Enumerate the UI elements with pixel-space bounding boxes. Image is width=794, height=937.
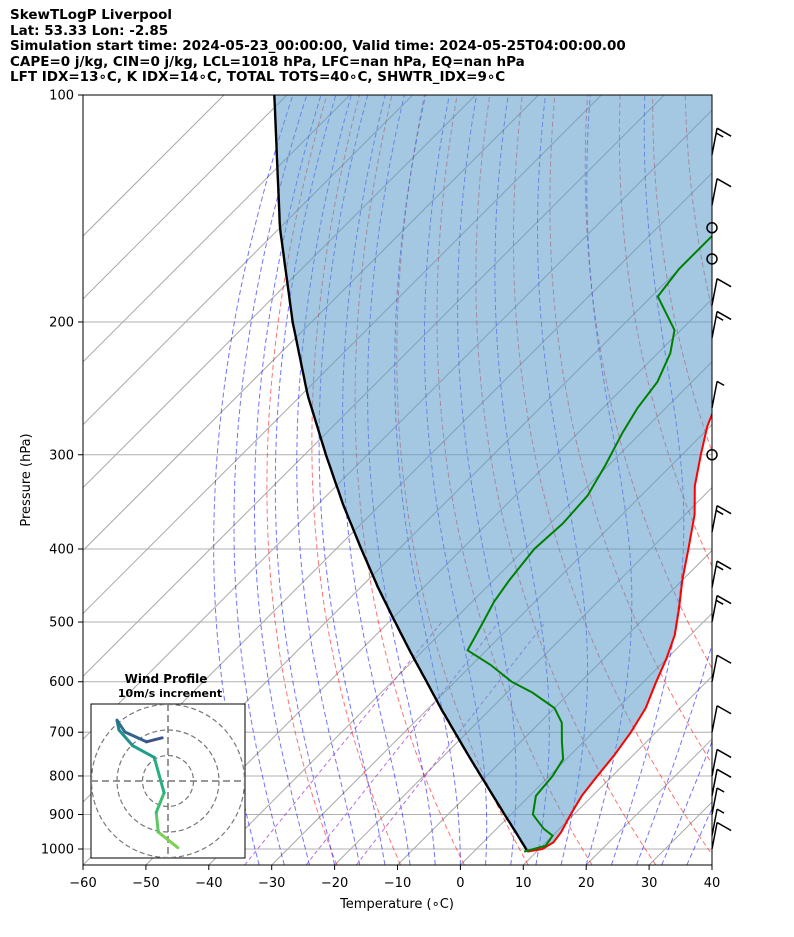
- x-tick-label: 10: [515, 876, 532, 891]
- moist-adiabat-line: [661, 740, 712, 865]
- moist-adiabat-line: [233, 95, 308, 865]
- hodograph-ring: [91, 704, 245, 858]
- hodograph-segment: [123, 730, 148, 744]
- wind-barb: [711, 821, 732, 850]
- isotherm-line: [83, 95, 351, 363]
- hodograph-title: Wind Profile: [125, 672, 208, 686]
- mixing-ratio-line: [244, 621, 443, 865]
- hodograph-segment: [154, 810, 160, 834]
- x-tick-label: −20: [321, 876, 348, 891]
- x-tick-label: 0: [456, 876, 464, 891]
- temperature-profile-line: [527, 411, 712, 853]
- moist-adiabat-line: [686, 807, 712, 865]
- y-tick-label: 500: [49, 616, 74, 631]
- wind-barb: [711, 808, 725, 836]
- hodograph-segment: [154, 791, 166, 814]
- y-tick-label: 100: [49, 89, 74, 104]
- isotherm-line: [83, 95, 225, 237]
- wind-barb: [711, 380, 725, 409]
- hodograph-segment: [156, 830, 180, 850]
- x-tick-label: −50: [132, 876, 159, 891]
- hodograph-segment: [144, 736, 164, 744]
- moist-adiabat-line: [296, 95, 361, 865]
- x-tick-label: −40: [195, 876, 222, 891]
- hodograph-plot: [91, 704, 245, 858]
- axes: −60 −50 −40 −30 −20 −10 0 10 20 30 40 100 200 300 400…: [19, 89, 720, 913]
- cape-shaded-area: [274, 95, 712, 852]
- wind-barbs: [706, 127, 732, 850]
- wind-barb: [711, 178, 732, 206]
- indices-line-2: LFT IDX=13∘C, K IDX=14∘C, TOTAL TOTS=40∘…: [10, 69, 506, 85]
- isotherm-line: [711, 864, 712, 865]
- dry-adiabat-line: [750, 95, 794, 865]
- x-tick-label: −30: [258, 876, 285, 891]
- wind-barb: [706, 253, 718, 265]
- isotherm-line: [83, 95, 288, 300]
- x-axis-label: Temperature (∘C): [339, 897, 454, 912]
- moist-adiabat-line: [213, 95, 294, 865]
- x-tick-label: −10: [384, 876, 411, 891]
- y-tick-label: 800: [49, 769, 74, 784]
- wind-barb: [711, 127, 732, 155]
- profile-lines: [273, 95, 712, 853]
- parcel-profile-line: [273, 95, 529, 853]
- chart-header: SkewTLogP Liverpool Lat: 53.33 Lon: -2.8…: [10, 7, 626, 86]
- moist-adiabat-line: [636, 95, 712, 865]
- y-axis-ticks: 100 200 300 400 500 600 700 800 900 1000: [41, 89, 83, 858]
- chart-title: SkewTLogP Liverpool: [10, 7, 172, 23]
- x-tick-label: 20: [578, 876, 595, 891]
- location-line: Lat: 53.33 Lon: -2.85: [10, 22, 169, 39]
- moist-adiabat-line: [254, 95, 322, 865]
- y-tick-label: 900: [49, 808, 74, 823]
- mixing-ratio-line: [355, 621, 546, 865]
- hodograph-subtitle: 10m/s increment: [118, 687, 222, 700]
- wind-barb: [711, 278, 732, 306]
- wind-barb: [711, 560, 732, 588]
- wind-barb: [711, 787, 725, 815]
- isotherm-line: [522, 675, 712, 865]
- y-tick-label: 600: [49, 675, 74, 690]
- hodograph-segment: [131, 744, 156, 759]
- indices-line-1: CAPE=0 j/kg, CIN=0 j/kg, LCL=1018 hPa, L…: [10, 53, 525, 70]
- y-tick-label: 1000: [41, 843, 74, 858]
- wind-barb: [711, 310, 732, 339]
- moist-adiabat-line: [610, 95, 685, 865]
- y-tick-label: 700: [49, 726, 74, 741]
- wind-barb: [706, 449, 718, 461]
- hodograph-segment: [117, 728, 135, 748]
- hodograph-segment: [115, 718, 127, 734]
- wind-barb: [711, 768, 732, 796]
- y-tick-label: 400: [49, 542, 74, 557]
- y-tick-label: 300: [49, 448, 74, 463]
- dry-adiabat-line: [718, 95, 794, 865]
- dry-adiabat-line: [783, 95, 794, 865]
- x-axis-ticks: −60 −50 −40 −30 −20 −10 0 10 20 30 40: [69, 865, 720, 891]
- times-line: Simulation start time: 2024-05-23_00:00:…: [10, 38, 626, 54]
- wind-barb: [711, 705, 732, 733]
- wind-barb: [711, 654, 732, 682]
- x-tick-label: 30: [641, 876, 658, 891]
- wind-barb: [711, 505, 732, 533]
- wind-barb: [706, 222, 718, 234]
- moist-adiabat-line: [274, 95, 337, 865]
- wind-barb: [711, 594, 732, 623]
- x-tick-label: −60: [69, 876, 96, 891]
- hodograph: Wind Profile 10m/s increment: [90, 672, 246, 859]
- dry-adiabat-line: [311, 95, 402, 865]
- y-tick-label: 200: [49, 315, 74, 330]
- y-axis-label: Pressure (hPa): [19, 433, 34, 526]
- wind-barb: [711, 748, 732, 777]
- dewpoint-profile-line: [466, 234, 712, 853]
- x-tick-label: 40: [704, 876, 721, 891]
- dry-adiabat-line: [266, 95, 338, 865]
- moist-adiabat-line: [711, 863, 712, 865]
- plot-area: [83, 95, 794, 865]
- hodograph-segment: [152, 755, 166, 795]
